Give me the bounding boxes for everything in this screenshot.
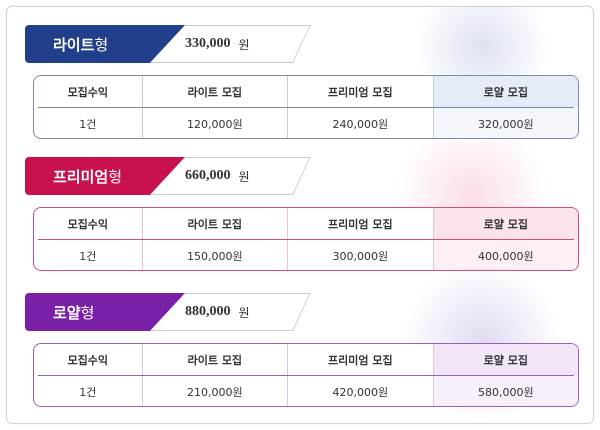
- plan-price: 880,000 원: [185, 293, 250, 331]
- commission-table: 모집수익 라이트 모집 프리미엄 모집 로얄 모집 1건 120,000원 24…: [33, 75, 579, 139]
- table-cell: 400,000원: [432, 240, 578, 270]
- table-cell: 210,000원: [141, 376, 287, 406]
- plan-header: 프리미엄 형 660,000 원: [25, 157, 579, 195]
- table-cell: 300,000원: [287, 240, 432, 270]
- table-cell: 150,000원: [141, 240, 287, 270]
- table-cell: 320,000원: [432, 108, 578, 138]
- table-cell: 1건: [79, 249, 97, 263]
- plan-name: 프리미엄: [53, 167, 109, 186]
- table-header-cell: 라이트 모집: [141, 76, 287, 107]
- price-value: 330,000: [185, 36, 231, 51]
- price-unit: 원: [238, 305, 250, 320]
- plan-price: 330,000 원: [185, 25, 250, 63]
- table-header-cell: 로얄 모집: [432, 208, 578, 239]
- price-unit: 원: [238, 169, 250, 184]
- price-unit: 원: [238, 37, 250, 52]
- table-header-row: 모집수익 라이트 모집 프리미엄 모집 로얄 모집: [34, 76, 578, 107]
- plan-name: 로얄: [53, 303, 81, 322]
- plan-premium: 프리미엄 형 660,000 원 모집수익 라이트 모집 프리미엄 모집 로얄 모집…: [25, 157, 579, 271]
- table-cell: 1건: [79, 117, 97, 131]
- table-header-cell: 로얄 모집: [432, 76, 578, 107]
- table-header-cell: 로얄 모집: [432, 344, 578, 375]
- plan-name-badge: 프리미엄 형: [25, 157, 185, 195]
- plan-header: 라이트 형 330,000 원: [25, 25, 579, 63]
- pricing-panel: 라이트 형 330,000 원 모집수익 라이트 모집 프리미엄 모집 로얄 모집 …: [6, 6, 594, 424]
- table-cell: 420,000원: [287, 376, 432, 406]
- table-header-cell: 모집수익: [67, 217, 109, 231]
- divider: [38, 375, 574, 376]
- divider: [38, 239, 574, 240]
- price-value: 660,000: [185, 168, 231, 183]
- table-row: 1건 150,000원 300,000원 400,000원: [34, 240, 578, 270]
- table-header-row: 모집수익 라이트 모집 프리미엄 모집 로얄 모집: [34, 344, 578, 375]
- plan-name-suffix: 형: [80, 303, 95, 322]
- plan-price: 660,000 원: [185, 157, 250, 195]
- divider: [38, 107, 574, 108]
- table-header-cell: 프리미엄 모집: [287, 76, 432, 107]
- table-header-cell: 모집수익: [67, 85, 109, 99]
- table-cell: 1건: [79, 385, 97, 399]
- commission-table: 모집수익 라이트 모집 프리미엄 모집 로얄 모집 1건 210,000원 42…: [33, 343, 579, 407]
- plan-name: 라이트: [53, 35, 95, 54]
- table-cell: 240,000원: [287, 108, 432, 138]
- price-value: 880,000: [185, 304, 231, 319]
- table-cell: 120,000원: [141, 108, 287, 138]
- plan-royal: 로얄 형 880,000 원 모집수익 라이트 모집 프리미엄 모집 로얄 모집 1…: [25, 293, 579, 407]
- table-row: 1건 120,000원 240,000원 320,000원: [34, 108, 578, 138]
- table-header-cell: 프리미엄 모집: [287, 208, 432, 239]
- plan-lite: 라이트 형 330,000 원 모집수익 라이트 모집 프리미엄 모집 로얄 모집 …: [25, 25, 579, 139]
- plan-name-suffix: 형: [108, 167, 123, 186]
- plan-name-suffix: 형: [94, 35, 109, 54]
- plan-header: 로얄 형 880,000 원: [25, 293, 579, 331]
- table-header-cell: 라이트 모집: [141, 344, 287, 375]
- table-header-row: 모집수익 라이트 모집 프리미엄 모집 로얄 모집: [34, 208, 578, 239]
- table-header-cell: 프리미엄 모집: [287, 344, 432, 375]
- table-row: 1건 210,000원 420,000원 580,000원: [34, 376, 578, 406]
- commission-table: 모집수익 라이트 모집 프리미엄 모집 로얄 모집 1건 150,000원 30…: [33, 207, 579, 271]
- table-header-cell: 라이트 모집: [141, 208, 287, 239]
- table-cell: 580,000원: [432, 376, 578, 406]
- table-header-cell: 모집수익: [67, 353, 109, 367]
